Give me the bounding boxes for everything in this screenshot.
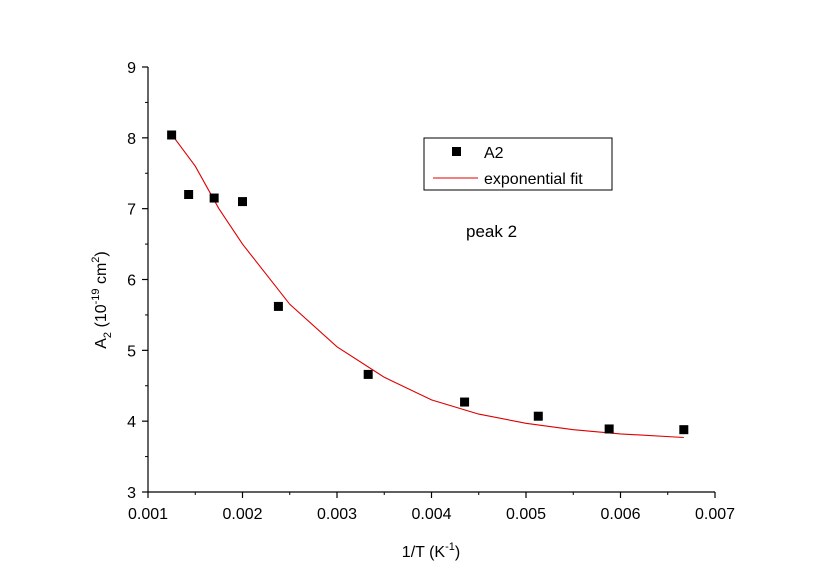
y-axis-title: A2 (10-19 cm2) <box>90 251 114 349</box>
data-point-a2 <box>460 397 470 407</box>
y-tick-label: 5 <box>127 343 136 360</box>
legend-label-fit: exponential fit <box>484 171 583 188</box>
data-point-a2 <box>273 301 283 311</box>
point-layer <box>167 130 689 435</box>
data-point-a2 <box>679 425 689 435</box>
y-tick-label: 7 <box>127 202 136 219</box>
ticks <box>142 66 716 498</box>
data-point-a2 <box>604 424 614 434</box>
tick-labels: 0.001 0.002 0.003 0.004 0.005 0.006 0.007 3 4 5 6 7… <box>127 60 735 523</box>
axes <box>147 67 715 493</box>
y-tick-label: 9 <box>127 60 136 77</box>
data-point-a2 <box>167 130 177 140</box>
y-tick-label: 3 <box>127 485 136 502</box>
x-axis-title: 1/T (K-1) <box>402 541 460 561</box>
x-tick-label: 0.006 <box>600 506 640 523</box>
x-tick-label: 0.004 <box>411 506 451 523</box>
fit-layer <box>171 133 684 439</box>
data-point-a2 <box>533 411 543 421</box>
x-tick-label: 0.003 <box>317 506 357 523</box>
y-tick-label: 6 <box>127 273 136 290</box>
y-tick-label: 4 <box>127 414 136 431</box>
x-tick-label: 0.007 <box>695 506 735 523</box>
legend-label-a2: A2 <box>484 145 504 162</box>
peak-annotation: peak 2 <box>466 222 517 241</box>
legend: A2 exponential fit <box>423 137 613 191</box>
data-point-a2 <box>184 190 194 199</box>
x-tick-label: 0.005 <box>506 506 546 523</box>
exponential-fit-line <box>171 133 684 439</box>
data-point-a2 <box>363 369 373 379</box>
data-point-a2 <box>209 193 219 203</box>
legend-box <box>423 137 613 191</box>
data-point-a2 <box>238 197 247 207</box>
x-tick-label: 0.002 <box>222 506 262 523</box>
y-tick-label: 8 <box>127 131 136 148</box>
x-tick-label: 0.001 <box>128 506 168 523</box>
legend-marker-a2 <box>452 147 461 156</box>
